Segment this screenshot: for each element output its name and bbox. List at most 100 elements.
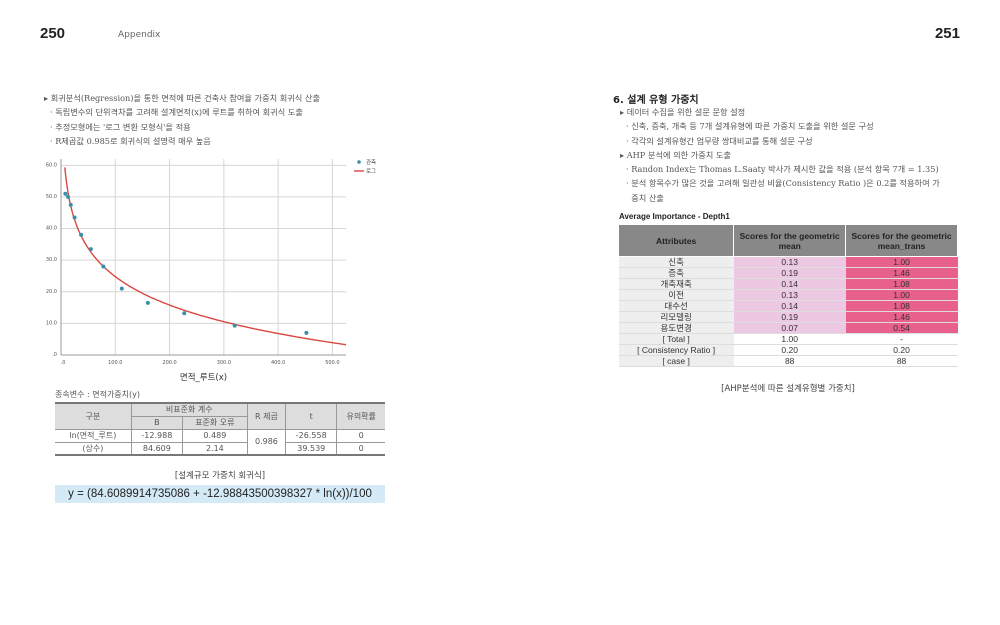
dependent-variable-label: 종속변수 : 면적가중치(y): [55, 390, 140, 399]
table-cell: 88: [845, 355, 958, 367]
table-cell: 증축: [618, 267, 734, 279]
table-cell: [ case ]: [618, 355, 734, 367]
x-axis-label: 면적_루트(x): [180, 372, 227, 383]
table-cell: 1.00: [845, 256, 958, 268]
table-cell: 대수선: [618, 300, 734, 312]
header-cell: 구분: [55, 402, 132, 430]
legend-label-observed: 관측: [366, 158, 376, 166]
header-cell: 비표준화 계수: [130, 402, 248, 417]
header-cell: B: [131, 415, 183, 430]
table-cell: 0.14: [733, 278, 846, 290]
y-tick-label: 40.0: [46, 226, 57, 232]
sub-bullet: · 분석 항목수가 많은 것을 고려해 일관성 비율(Consistency R…: [626, 178, 940, 189]
regression-chart: .0 10.0 20.0 30.0 40.0 50.0 60.0 .0 100.0 200.0 30…: [46, 158, 376, 383]
legend-label-log: 로그: [366, 168, 376, 175]
table-cell: 0: [336, 428, 385, 443]
header-cell: Attributes: [617, 224, 735, 257]
table-cell: 0.54: [845, 322, 958, 334]
data-point: [119, 286, 124, 291]
x-tick-label: 400.0: [271, 360, 285, 366]
table-row: (상수) 84.609 2.14 39.539 0: [55, 441, 385, 456]
table-cell: 0.13: [733, 256, 846, 268]
fit-curve: [64, 167, 347, 346]
x-tick-label: .0: [61, 360, 66, 366]
x-tick-label: 300.0: [217, 360, 231, 366]
regression-formula: y = (84.6089914735086 + -12.988435003983…: [55, 485, 385, 503]
table-row: ln(면적_루트) -12.988 0.489 0.986 -26.558 0: [55, 428, 385, 456]
regression-table: 구분 비표준화 계수 R 제곱 t 유의확률 B 표준화 오류 ln(면적_루트) -12.…: [55, 402, 385, 456]
data-point: [101, 264, 106, 269]
table-cell: 용도변경: [618, 322, 734, 334]
bullet: ▸ 회귀분석(Regression)을 통한 면적에 따른 건축사 참여율 가중…: [44, 93, 321, 103]
table-row: [ Consistency Ratio ] 0.20 0.20: [618, 344, 958, 356]
table-row: [ case ] 88 88: [618, 355, 958, 367]
table-cell: 0.13: [733, 289, 846, 301]
table-row: 용도변경 0.07 0.54: [618, 322, 958, 334]
y-tick-label: 20.0: [46, 289, 57, 295]
table-cell: [ Total ]: [618, 333, 734, 345]
data-point: [182, 311, 187, 316]
table-cell: [ Consistency Ratio ]: [618, 344, 734, 356]
right-caption: [AHP분석에 따른 설계유형별 가중치]: [721, 384, 855, 394]
legend-marker-observed: [357, 160, 361, 164]
section-title: 6. 설계 유형 가중치: [613, 95, 699, 106]
y-tick-label: 50.0: [46, 194, 57, 200]
data-point: [68, 202, 73, 207]
table-cell: -26.558: [285, 428, 338, 443]
table-cell: 1.00: [733, 333, 846, 345]
bullet: ▸ AHP 분석에 의한 가중치 도출: [620, 149, 732, 160]
table-row: 신축 0.13 1.00: [618, 256, 958, 268]
left-bullets: ▸ 회귀분석(Regression)을 통한 면적에 따른 건축사 참여율 가중…: [44, 91, 320, 148]
data-point: [304, 330, 309, 335]
data-point: [72, 215, 77, 220]
table-cell: 개축재축: [618, 278, 734, 290]
header-cell: 유의확률: [336, 402, 385, 430]
table-title: Average Importance - Depth1: [619, 212, 730, 221]
table-row: 개축재축 0.14 1.08: [618, 278, 958, 290]
sub-bullet: · 추정모형에는 '로그 변환 모형식'을 적용: [50, 121, 191, 132]
ahp-table: Attributes Scores for the geometric mean…: [617, 224, 958, 367]
table-cell: 88: [733, 355, 846, 367]
header-cell: R 제곱: [246, 402, 287, 430]
header-cell: Scores for the geometric mean: [733, 224, 847, 257]
data-point: [145, 300, 150, 305]
header-cell: Scores for the geometric mean_trans: [845, 224, 958, 257]
table-cell: 39.539: [285, 441, 338, 456]
table-cell: -12.988: [130, 428, 183, 443]
table-cell: 리모델링: [618, 311, 734, 323]
table-cell: 1.08: [845, 278, 958, 290]
table-cell: ln(면적_루트): [55, 428, 132, 443]
table-row: 증축 0.19 1.46: [618, 267, 958, 279]
table-row: 이전 0.13 1.00: [618, 289, 958, 301]
table-cell: 2.14: [181, 441, 248, 456]
sub-bullet: · R제곱값 0.985로 회귀식의 설명력 매우 높음: [50, 135, 211, 146]
page-number-right: 251: [934, 25, 960, 42]
data-point: [66, 194, 71, 199]
table-cell: 0: [336, 441, 385, 456]
y-tick-label: 60.0: [46, 162, 57, 168]
sub-bullet: · 독립변수의 단위격차를 고려해 설계면적(x)에 루트를 취하여 회귀식 도…: [50, 107, 303, 118]
sub-bullet: 중치 산출: [626, 192, 664, 203]
sub-bullet: · 신축, 증축, 개축 등 7개 설계유형에 따른 가중치 도출을 위한 설문…: [626, 121, 874, 132]
table-cell: 1.08: [845, 300, 958, 312]
table-cell: 1.46: [845, 267, 958, 279]
table-row: 리모델링 0.19 1.46: [618, 311, 958, 323]
table-cell: -: [845, 333, 958, 345]
table-cell: 0.986: [246, 428, 287, 456]
table-cell: 0.20: [733, 344, 846, 356]
table-row: [ Total ] 1.00-: [618, 333, 958, 345]
data-point: [88, 247, 93, 252]
table-row: 대수선 0.14 1.08: [618, 300, 958, 312]
data-point: [79, 232, 84, 237]
sub-bullet: · Randon Index는 Thomas L.Saaty 박사가 제시한 값…: [626, 164, 939, 175]
table-cell: 0.20: [845, 344, 958, 356]
left-caption: [설계규모 가중치 회귀식]: [174, 471, 266, 481]
table-cell: (상수): [55, 441, 132, 456]
x-tick-label: 100.0: [108, 360, 122, 366]
table-cell: 0.14: [733, 300, 846, 312]
table-cell: 이전: [618, 289, 734, 301]
table-cell: 1.00: [845, 289, 958, 301]
table-cell: 신축: [618, 256, 734, 268]
table-cell: 0.489: [181, 428, 248, 443]
bullet: ▸ 데이터 수집을 위한 설문 문항 설정: [620, 107, 746, 117]
